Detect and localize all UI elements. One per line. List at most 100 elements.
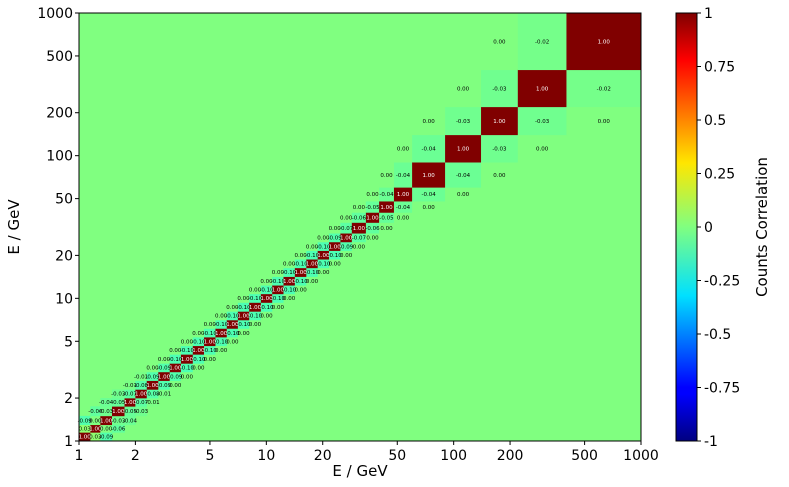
cell-value-label: 0.00 (169, 348, 182, 354)
cell-value-label: 0.00 (380, 173, 393, 179)
cell-value-label: 0.00 (215, 348, 228, 354)
cell-value-label: -0.09 (99, 435, 114, 441)
heatmap-cell (90, 415, 101, 426)
cell-value-label: -0.05 (123, 409, 138, 415)
heatmap-cell (100, 432, 113, 442)
heatmap-cell (226, 337, 239, 347)
cell-value-label: 0.00 (380, 226, 393, 232)
cell-value-label: 0.00 (536, 147, 549, 153)
heatmap-cell (566, 106, 642, 136)
cell-value-label: 1.00 (169, 366, 182, 372)
y-tick-label: 100 (46, 149, 73, 165)
cell-value-label: 1.00 (397, 192, 410, 198)
heatmap-cell-diagonal (111, 406, 125, 417)
heatmap-cell-diagonal (328, 241, 341, 251)
heatmap-cell-diagonal (306, 259, 318, 269)
cell-value-label: -0.09 (339, 244, 354, 250)
heatmap-cell (351, 212, 367, 223)
cell-value-label: -0.04 (421, 192, 436, 198)
heatmap-cell (272, 302, 284, 312)
cell-value-label: 0.00 (340, 253, 353, 259)
heatmap-cell (204, 345, 216, 355)
heatmap-cell (294, 276, 307, 286)
heatmap-cell (192, 328, 205, 338)
cell-value-label: 1.00 (124, 400, 137, 406)
heatmap-cell (192, 363, 205, 373)
colorbar-tick-label: 1 (704, 6, 713, 22)
cell-value-label: -0.06 (111, 427, 126, 433)
cell-value-label: 1.00 (158, 374, 171, 380)
cell-value-label: 1.00 (249, 305, 262, 311)
y-tick-label: 2 (64, 391, 73, 407)
cell-value-label: 1.00 (237, 314, 250, 320)
heatmap-cell (317, 233, 330, 243)
cell-value-label: -0.10 (214, 322, 229, 328)
cell-value-label: 0.00 (226, 339, 239, 345)
cell-value-label: -0.10 (271, 279, 286, 285)
cell-value-label: 1.00 (366, 215, 379, 221)
cell-value-label: -0.03 (99, 409, 114, 415)
heatmap-cell (328, 259, 341, 269)
heatmap-cell (158, 380, 171, 390)
heatmap-cell-diagonal (317, 250, 330, 260)
heatmap-cell (169, 345, 182, 355)
x-axis-label: E / GeV (332, 462, 388, 480)
cell-value-label: -0.10 (203, 348, 218, 354)
heatmap-cell (481, 162, 519, 188)
cell-value-label: -0.03 (134, 409, 149, 415)
heatmap-cell (412, 201, 446, 213)
plot-frame (78, 12, 642, 442)
cell-value-label: -0.10 (191, 357, 206, 363)
cell-value-label: 0.00 (249, 288, 262, 294)
cell-value-label: 0.00 (237, 296, 250, 302)
cell-value-label: 0.00 (283, 262, 296, 268)
heatmap-cell (306, 276, 318, 286)
y-tick-label: 20 (55, 248, 73, 264)
cell-value-label: -0.04 (123, 418, 138, 424)
cell-value-label: -0.03 (492, 86, 507, 92)
heatmap-cell-diagonal (294, 267, 307, 277)
cell-value-label: -0.10 (316, 244, 331, 250)
cell-value-label: 0.00 (340, 215, 353, 221)
colorbar-tick-label: -0.25 (704, 274, 740, 290)
cell-value-label: 0.00 (294, 253, 307, 259)
heatmap-cell (412, 134, 446, 163)
heatmap-cell (146, 363, 159, 373)
heatmap-cell (237, 328, 250, 338)
heatmap-cell-diagonal (566, 13, 642, 71)
heatmap-cell (517, 13, 567, 71)
heatmap-cell-diagonal (169, 363, 182, 373)
heatmap-cell (517, 134, 567, 163)
cell-value-label: 0.00 (366, 192, 379, 198)
heatmap-cell (365, 233, 380, 243)
heatmap-cell-diagonal (412, 162, 446, 188)
heatmap-cell (135, 398, 148, 407)
cell-value-label: -0.09 (78, 418, 93, 424)
heatmap-cell (481, 13, 519, 71)
heatmap-cell (393, 201, 413, 213)
cell-value-label: -0.10 (214, 339, 229, 345)
heatmap-cell-diagonal (249, 302, 262, 312)
heatmap-cell-diagonal (215, 328, 228, 338)
heatmap-cell (124, 380, 136, 390)
cell-value-label: -0.01 (145, 400, 159, 406)
y-tick-label: 1000 (37, 6, 73, 22)
heatmap-cell (204, 328, 216, 338)
cell-value-label: 0.00 (493, 39, 506, 45)
heatmap-cell-diagonal (445, 134, 482, 163)
heatmap-cell (192, 354, 205, 364)
cell-value-label: 0.00 (329, 262, 342, 268)
heatmap-cell (215, 345, 228, 355)
cell-value-label: 0.00 (397, 147, 410, 153)
cell-value-label: 0.00 (306, 279, 319, 285)
heatmap-cell (294, 250, 307, 260)
x-tick-label: 1000 (623, 448, 659, 464)
cell-value-label: 1.00 (340, 236, 353, 242)
colorbar-tick-label: -0.5 (704, 327, 731, 343)
heatmap-cell (412, 187, 446, 202)
heatmap-cell-diagonal (517, 69, 567, 108)
heatmap-cell (272, 293, 284, 303)
heatmap-cell (169, 371, 182, 381)
cell-value-label: 1.00 (135, 392, 148, 398)
